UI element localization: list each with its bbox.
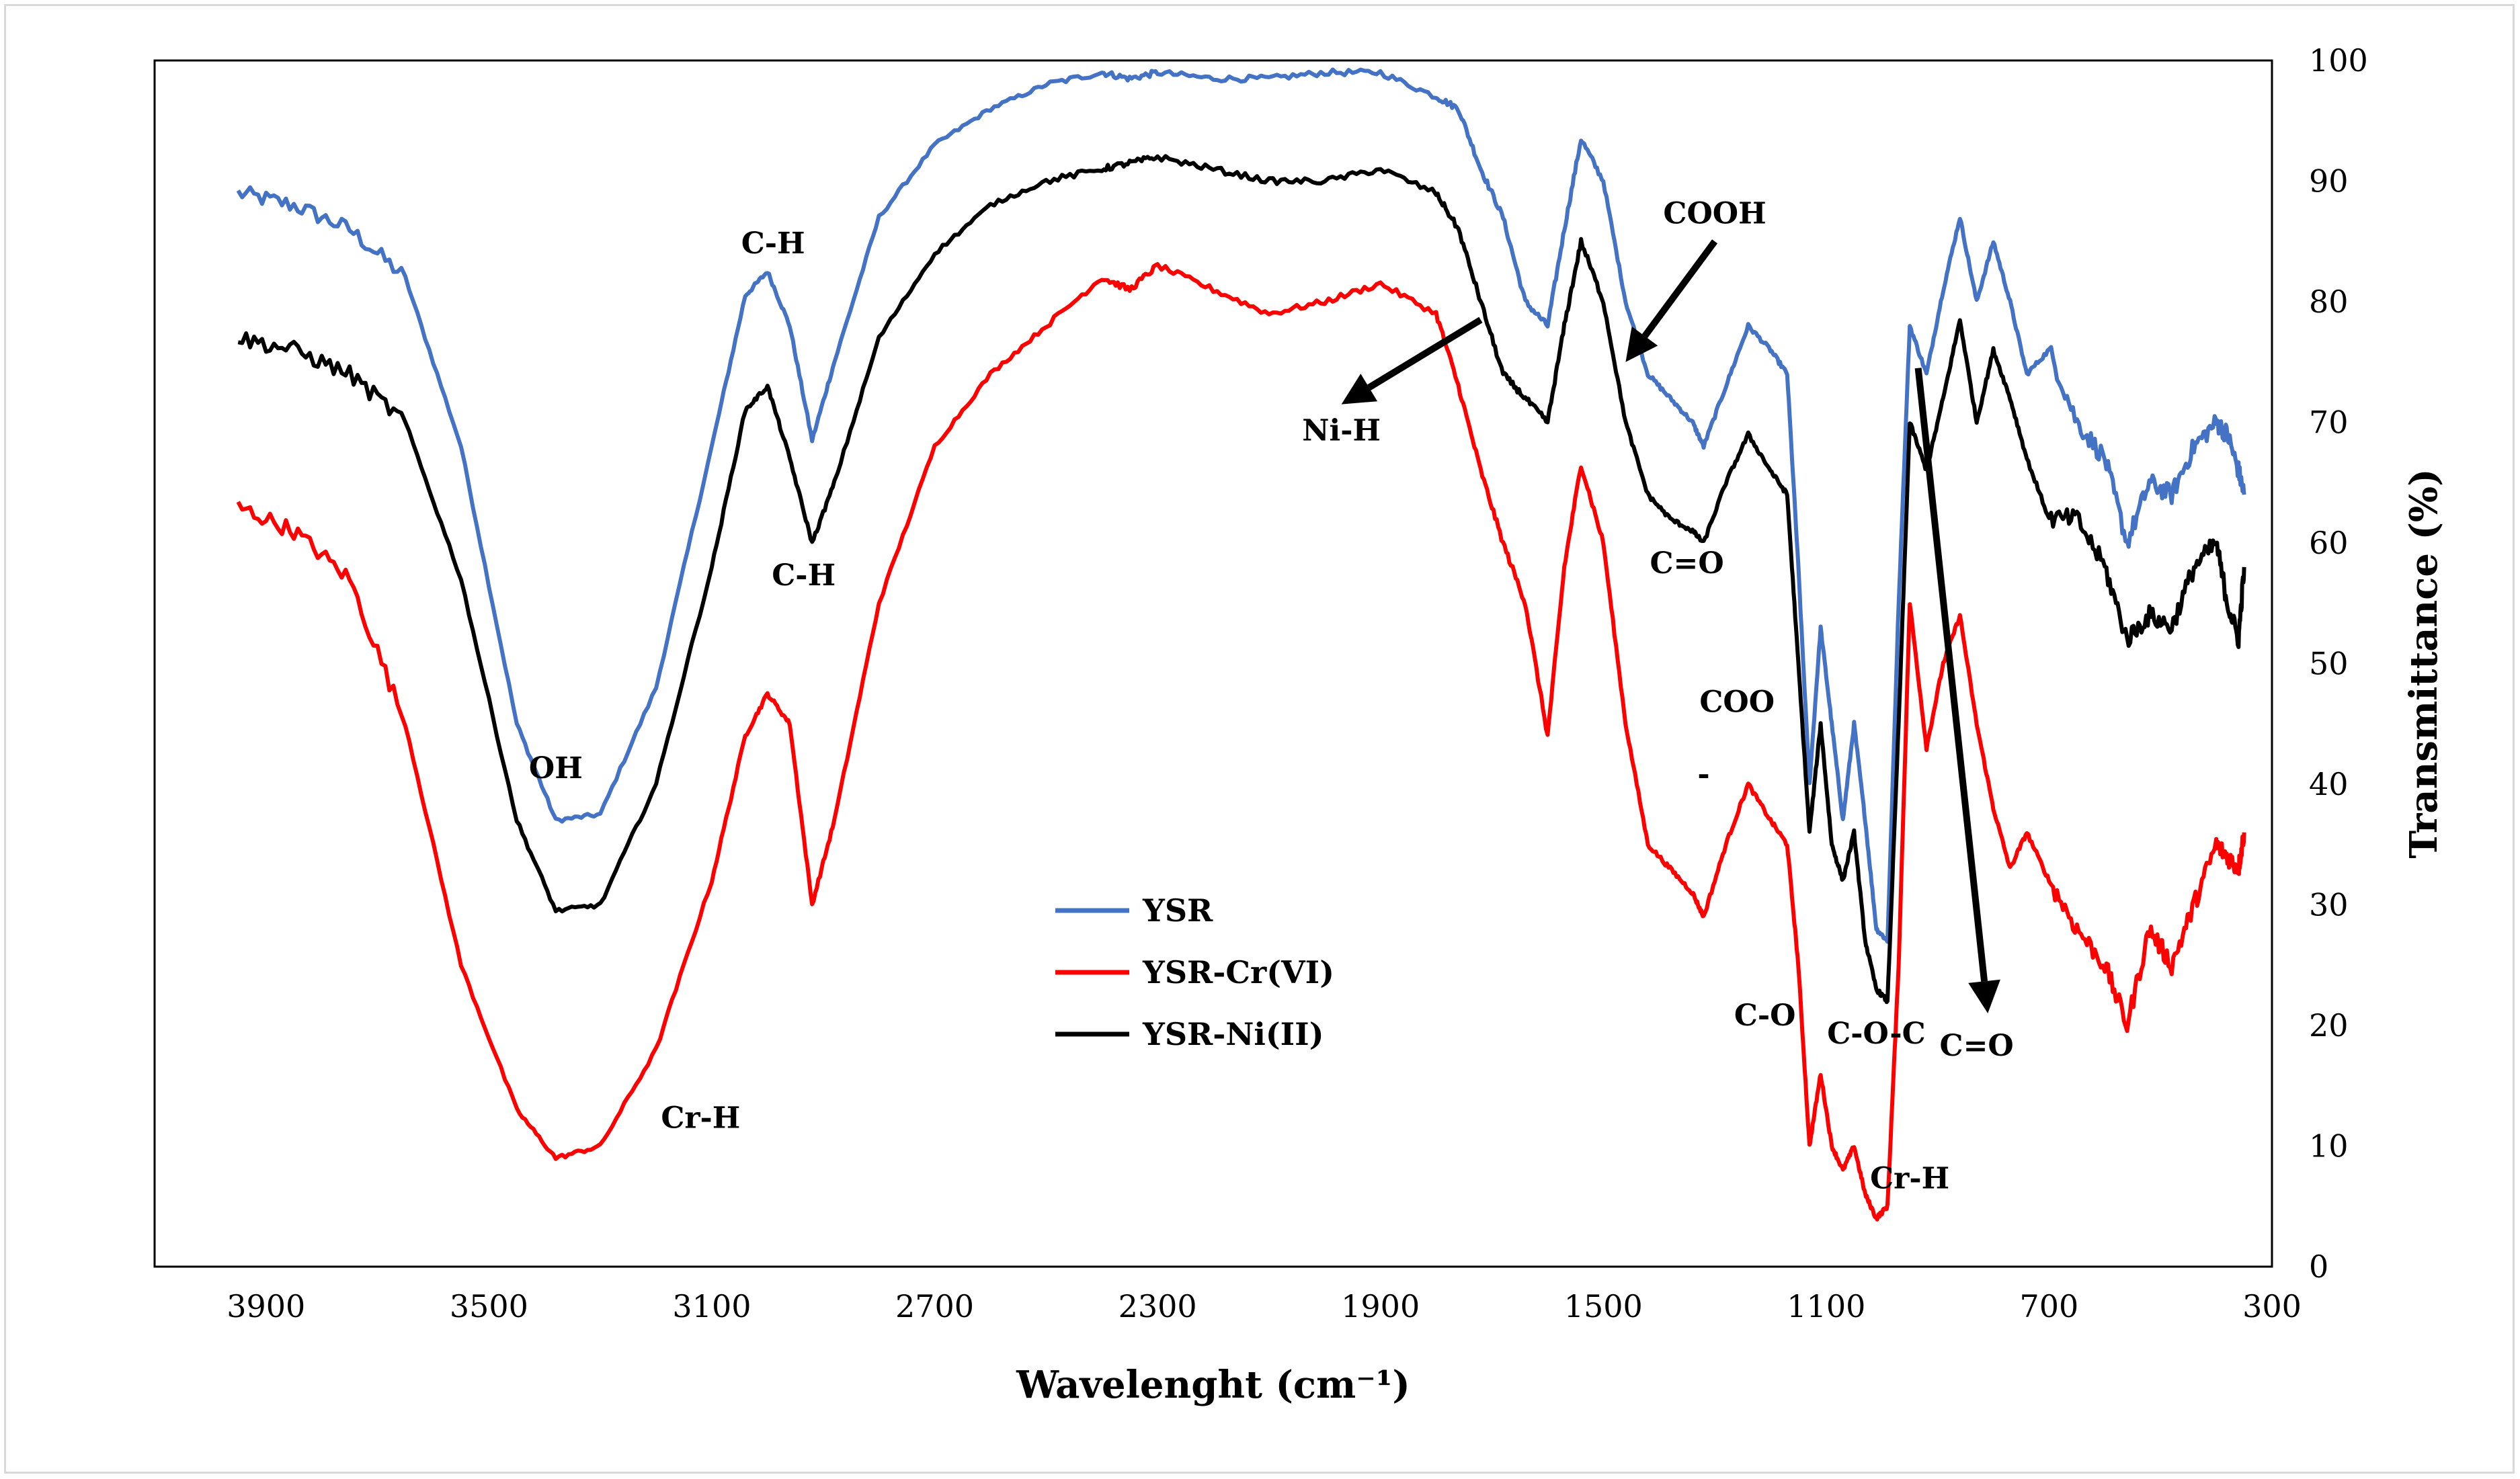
peak-label: C-O-C: [1827, 1017, 1926, 1051]
arrow-head: [1968, 979, 2000, 1014]
y-axis: 0 10 20 30 40 50 60 70 80 90 100: [2309, 42, 2368, 1285]
peak-label: COOH: [1663, 196, 1766, 230]
y-axis-title: Transmittance (%): [2402, 468, 2446, 858]
x-tick-label: 3100: [672, 1288, 751, 1324]
y-tick-label: 20: [2309, 1007, 2349, 1044]
y-tick-label: 50: [2309, 646, 2349, 682]
x-tick-label: 2300: [1119, 1288, 1197, 1324]
legend-label: YSR-Cr(VI): [1142, 954, 1334, 990]
peak-label: Cr-H: [1870, 1161, 1949, 1195]
x-tick-label: 300: [2242, 1288, 2302, 1324]
y-tick-label: 90: [2309, 163, 2349, 200]
series-line-1: [236, 262, 2246, 1222]
y-tick-label: 40: [2309, 766, 2349, 802]
arrow-shaft: [1641, 239, 1718, 339]
series-line-2: [237, 154, 2246, 1005]
peak-label: Ni-H: [1302, 413, 1381, 448]
y-tick-label: 80: [2309, 284, 2349, 320]
peak-label: C=O: [1940, 1029, 2014, 1063]
series-line-0: [236, 67, 2246, 944]
y-tick-label: 10: [2309, 1128, 2349, 1165]
peak-label: C-H: [772, 558, 836, 593]
x-tick-label: 1100: [1787, 1288, 1865, 1324]
peak-label: C-H: [741, 226, 805, 261]
x-axis-title: Wavelenght (cm⁻¹): [1016, 1363, 1410, 1407]
arrow-head: [1341, 374, 1378, 405]
x-tick-label: 1500: [1564, 1288, 1643, 1324]
arrow-shaft: [1914, 368, 1988, 982]
y-tick-label: 30: [2309, 887, 2349, 923]
peak-label: OH: [529, 751, 583, 786]
peak-label: Cr-H: [661, 1101, 740, 1136]
peak-label: -: [1697, 757, 1709, 792]
plot-area: [153, 59, 2273, 1268]
x-tick-label: 2700: [895, 1288, 974, 1324]
peak-label: C=O: [1650, 546, 1723, 581]
y-tick-label: 100: [2309, 42, 2368, 79]
y-tick-label: 0: [2309, 1249, 2328, 1285]
x-tick-label: 1900: [1341, 1288, 1420, 1324]
legend-label: YSR-Ni(II): [1142, 1016, 1324, 1052]
arrow-layer: [1341, 239, 2000, 1014]
x-tick-label: 700: [2020, 1288, 2079, 1324]
peak-label: C-O: [1734, 999, 1796, 1033]
series-layer: [236, 67, 2246, 1222]
figure-frame: [4, 4, 2515, 1474]
arrow-head: [1625, 326, 1658, 362]
legend-label: YSR: [1142, 892, 1213, 929]
x-tick-label: 3900: [227, 1288, 305, 1324]
peak-label: COO: [1699, 685, 1775, 719]
arrow-shaft: [1367, 316, 1483, 390]
y-tick-label: 70: [2309, 405, 2349, 441]
y-tick-label: 60: [2309, 525, 2349, 561]
annotation-layer: OH C-H C-H Cr-H Ni-H COOH C=O COO - C-O C-O-C C=O Cr…: [529, 196, 2014, 1195]
legend: YSR YSR-Cr(VI) YSR-Ni(II): [1055, 892, 1334, 1052]
x-tick-label: 3500: [450, 1288, 528, 1324]
x-axis: 3900 3500 3100 2700 2300 1900 1500 1100 700 300: [227, 1288, 2302, 1324]
